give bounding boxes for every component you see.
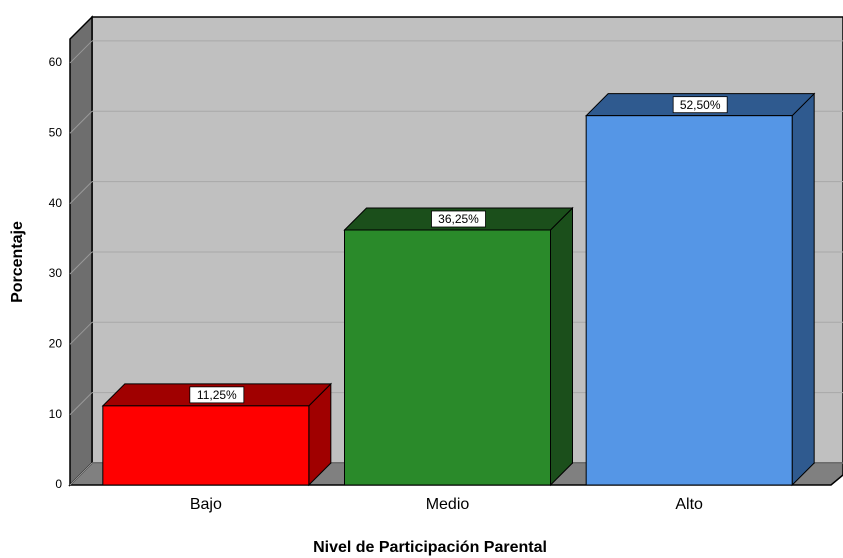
value-label-box [431,210,486,228]
grid-line [69,392,93,416]
grid-line [69,40,93,64]
y-tick-label: 40 [49,196,63,210]
x-tick-label: Alto [675,496,703,513]
y-tick-label: 60 [49,55,63,69]
value-label: 52,50% [680,98,721,112]
grid-line [69,462,93,486]
y-tick-label: 0 [55,477,62,491]
grid-line [69,251,93,275]
x-axis-title: Nivel de Participación Parental [313,539,547,556]
grid-line [69,110,93,134]
x-tick-label: Medio [426,496,470,513]
side-wall [69,15,93,487]
value-label-box [189,386,245,404]
bar [585,115,793,486]
x-tick-label: Bajo [190,496,222,513]
bar-side [791,92,815,487]
value-label-box [672,96,728,114]
value-label: 11,25% [197,388,237,402]
y-tick-label: 30 [49,266,63,280]
y-tick-label: 10 [49,407,63,421]
bar [102,405,310,486]
value-label: 36,25% [438,212,479,226]
y-tick-label: 50 [49,125,63,139]
bar-side [550,206,573,487]
grid-line [69,321,93,345]
grid-line [69,181,93,204]
y-tick-label: 20 [49,336,63,350]
y-axis-title: Porcentaje [9,221,26,303]
bar [344,229,551,486]
